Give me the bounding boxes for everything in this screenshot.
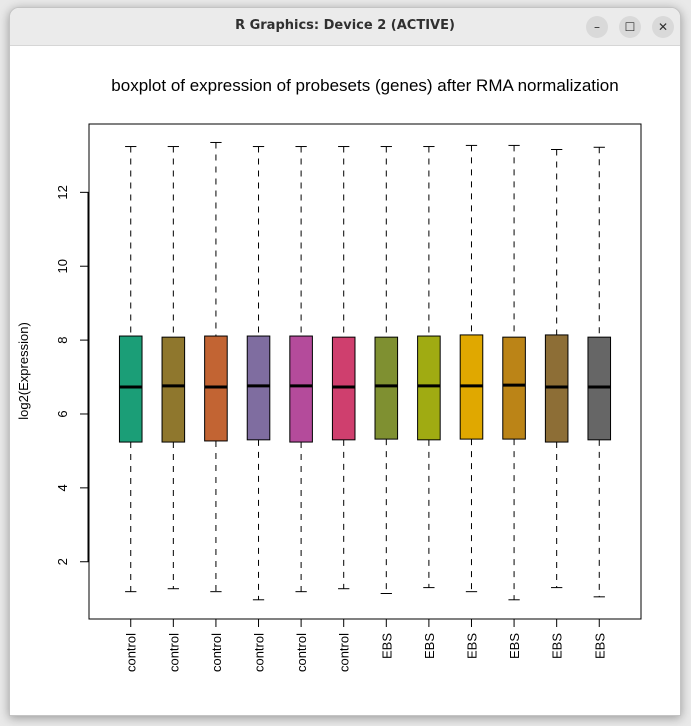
y-tick-label: 2 xyxy=(55,558,70,565)
title-bar[interactable]: R Graphics: Device 2 (ACTIVE) – ☐ ✕ xyxy=(10,8,680,46)
maximize-button[interactable]: ☐ xyxy=(619,16,641,38)
x-tick-label: EBS xyxy=(379,633,394,659)
r-graphics-window: R Graphics: Device 2 (ACTIVE) – ☐ ✕ boxp… xyxy=(9,7,681,716)
box-4 xyxy=(246,146,271,601)
y-tick-label: 10 xyxy=(55,259,70,273)
x-tick-label: control xyxy=(252,633,267,672)
iqr-box xyxy=(246,335,271,441)
chart-title: boxplot of expression of probesets (gene… xyxy=(111,76,618,95)
iqr-box xyxy=(161,336,186,443)
boxplot-chart: boxplot of expression of probesets (gene… xyxy=(16,76,642,672)
minimize-button[interactable]: – xyxy=(586,16,608,38)
box-11 xyxy=(544,148,569,589)
box-2 xyxy=(161,146,186,590)
iqr-box xyxy=(374,336,399,440)
x-tick-label: control xyxy=(166,633,181,672)
x-tick-label: control xyxy=(209,633,224,672)
boxes xyxy=(118,141,612,601)
window-title: R Graphics: Device 2 (ACTIVE) xyxy=(235,18,455,33)
y-axis-label: log2(Expression) xyxy=(16,322,31,420)
iqr-box xyxy=(417,335,441,441)
plot-area: boxplot of expression of probesets (gene… xyxy=(10,46,680,715)
x-tick-label: EBS xyxy=(592,633,607,659)
box-6 xyxy=(331,146,356,590)
x-tick-label: EBS xyxy=(464,633,479,659)
box-8 xyxy=(417,146,441,589)
x-tick-label: EBS xyxy=(422,633,437,659)
box-12 xyxy=(587,146,612,598)
y-tick-label: 6 xyxy=(55,410,70,417)
y-axis: 2 4 6 8 10 12 xyxy=(55,185,89,565)
box-7 xyxy=(374,146,399,595)
x-tick-label: control xyxy=(337,633,352,672)
close-button[interactable]: ✕ xyxy=(652,16,674,38)
y-tick-label: 4 xyxy=(55,484,70,491)
x-tick-label: EBS xyxy=(550,633,565,659)
iqr-box xyxy=(289,335,313,443)
x-tick-label: control xyxy=(294,633,309,672)
box-1 xyxy=(118,146,143,593)
y-tick-label: 12 xyxy=(55,185,70,199)
x-tick-label: control xyxy=(124,633,139,672)
x-axis: control control control control control contr… xyxy=(124,618,607,672)
iqr-box xyxy=(118,335,143,443)
x-tick-label: EBS xyxy=(507,633,522,659)
y-tick-label: 8 xyxy=(55,336,70,343)
box-3 xyxy=(204,141,228,593)
box-5 xyxy=(289,146,313,593)
box-10 xyxy=(502,144,526,601)
iqr-box xyxy=(502,336,526,440)
box-9 xyxy=(459,144,484,593)
